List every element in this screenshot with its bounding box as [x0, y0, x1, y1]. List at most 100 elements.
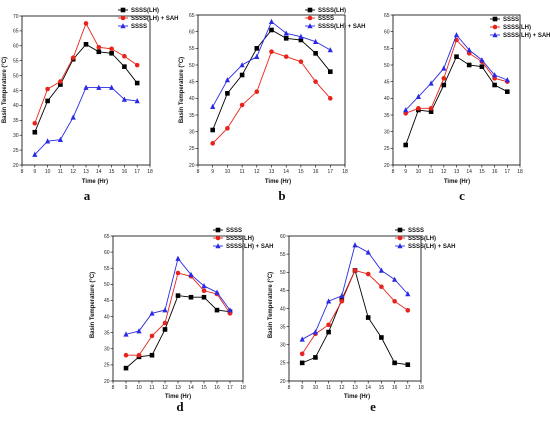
data-point — [504, 77, 510, 83]
x-tick-label: 14 — [283, 169, 289, 175]
legend-entry: SSSS(LH) — [318, 8, 346, 14]
legend-marker — [397, 243, 403, 249]
data-point — [201, 288, 207, 294]
data-point — [109, 50, 114, 56]
x-tick-label: 16 — [214, 385, 220, 391]
y-tick-label: 45 — [189, 79, 195, 85]
data-point — [328, 69, 333, 74]
series-line — [34, 22, 138, 124]
y-tick-label: 35 — [189, 113, 195, 119]
x-tick-label: 16 — [492, 169, 498, 175]
x-tick-label: 12 — [339, 385, 345, 391]
series-2 — [210, 18, 333, 109]
data-point — [415, 93, 421, 99]
legend-entry: SSSS — [408, 228, 424, 234]
y-tick-label: 20 — [13, 163, 19, 169]
y-tick-label: 25 — [13, 148, 19, 154]
x-tick-label: 14 — [96, 169, 102, 175]
x-tick-label: 13 — [269, 169, 275, 175]
x-axis-label: Time (Hr) — [344, 394, 370, 400]
x-tick-label: 18 — [418, 385, 424, 391]
data-point — [313, 51, 318, 56]
y-tick-label: 70 — [13, 14, 19, 20]
legend-entry: SSSS(LH) + SAH — [503, 33, 550, 39]
data-point — [254, 89, 260, 94]
y-tick-label: 45 — [104, 298, 110, 304]
data-point — [405, 362, 411, 367]
data-point — [392, 276, 398, 282]
y-tick-label: 25 — [280, 361, 286, 367]
legend-entry: SSSS(LH) — [131, 8, 159, 14]
data-point — [83, 42, 89, 47]
x-tick-label: 9 — [404, 169, 407, 175]
y-tick-label: 25 — [189, 146, 195, 152]
y-tick-label: 60 — [104, 250, 110, 256]
data-point — [122, 53, 127, 59]
x-tick-label: 18 — [147, 169, 153, 175]
y-tick-label: 65 — [189, 13, 195, 19]
data-point — [378, 267, 384, 273]
plot-frame — [288, 235, 422, 382]
x-tick-label: 14 — [188, 385, 194, 391]
x-tick-label: 12 — [70, 169, 76, 175]
y-tick-label: 55 — [280, 252, 286, 258]
x-tick-label: 15 — [298, 169, 304, 175]
y-tick-label: 55 — [13, 59, 19, 65]
data-point — [210, 127, 215, 133]
legend-entry: SSSS(LH) + SAH — [131, 16, 179, 22]
data-point — [268, 18, 275, 24]
legend-marker — [307, 23, 313, 29]
data-point — [123, 352, 129, 358]
data-point — [109, 46, 114, 52]
x-tick-label: 13 — [352, 385, 358, 391]
legend-entry: SSSS(LH) + SAH — [226, 244, 274, 250]
data-point — [210, 103, 216, 109]
x-tick-label: 17 — [134, 169, 140, 175]
data-point — [70, 55, 76, 61]
legend: SSSS SSSS(LH) SSSS(LH) + SAH — [395, 227, 456, 250]
data-point — [70, 114, 76, 120]
x-tick-label: 13 — [175, 385, 181, 391]
y-tick-label: 40 — [104, 314, 110, 320]
data-point — [175, 270, 181, 276]
series-1 — [210, 49, 333, 146]
legend: SSSS SSSS(LH) SSSS(LH) + SAH — [490, 16, 550, 39]
data-point — [326, 298, 332, 304]
data-point — [57, 136, 63, 142]
y-tick-label: 20 — [104, 379, 110, 385]
legend-entry: SSSS(LH) — [408, 236, 436, 242]
y-tick-label: 60 — [13, 44, 19, 50]
data-point — [352, 242, 358, 248]
y-tick-label: 60 — [280, 234, 286, 240]
data-point — [224, 77, 230, 83]
data-point — [83, 84, 89, 90]
y-tick-label: 50 — [384, 63, 390, 69]
y-tick-label: 30 — [189, 129, 195, 135]
plot-frame — [392, 14, 521, 166]
data-point — [416, 106, 421, 111]
y-tick-label: 40 — [13, 103, 19, 109]
legend-marker — [120, 15, 126, 21]
x-axis-label: Time (Hr) — [82, 179, 108, 185]
panel-label: e — [370, 399, 376, 414]
x-tick-label: 17 — [405, 385, 411, 391]
series-line — [301, 269, 409, 355]
data-point — [479, 57, 485, 63]
data-point — [453, 32, 460, 38]
legend-marker — [120, 23, 126, 29]
x-tick-label: 8 — [288, 385, 291, 391]
series-2 — [32, 84, 140, 157]
data-point — [45, 98, 50, 104]
data-point — [312, 329, 318, 335]
data-point — [339, 298, 345, 304]
data-point — [214, 289, 220, 295]
y-tick-label: 30 — [104, 347, 110, 353]
y-axis-label: Basin Temperature (°C) — [179, 57, 185, 123]
legend-entry: SSSS — [318, 16, 334, 22]
data-point — [428, 109, 434, 114]
series-1 — [299, 268, 411, 357]
x-tick-label: 11 — [428, 169, 433, 175]
panel-label: c — [459, 188, 465, 203]
y-tick-label: 20 — [384, 163, 390, 169]
data-point — [96, 44, 102, 50]
